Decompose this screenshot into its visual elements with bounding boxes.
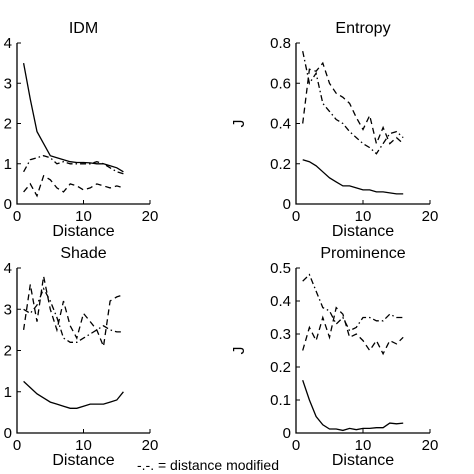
xtick-label: 10 bbox=[355, 437, 372, 454]
ytick-label: 1 bbox=[4, 384, 12, 401]
xtick-label: 0 bbox=[292, 437, 300, 454]
series-solid-entropy bbox=[302, 159, 404, 195]
xlabel-idm: Distance bbox=[52, 223, 114, 240]
ytick-label: 0.6 bbox=[270, 75, 291, 92]
series-dashed-entropy bbox=[302, 61, 404, 146]
ytick-label: 0 bbox=[4, 196, 12, 213]
xtick-label: 20 bbox=[422, 437, 439, 454]
xtick-label: 20 bbox=[422, 208, 439, 225]
ytick-label: 4 bbox=[4, 260, 12, 277]
panel-idm: IDM Distance 0 10 20 0 1 2 3 4 bbox=[4, 20, 159, 240]
ytick-label: 0 bbox=[4, 425, 12, 442]
ytick-label: 0.4 bbox=[270, 293, 291, 310]
ylabel-prominence: J bbox=[231, 347, 248, 355]
ytick-label: 0.1 bbox=[270, 392, 291, 409]
series-dashed-idm bbox=[23, 174, 124, 198]
ytick-label: 0.2 bbox=[270, 359, 291, 376]
series-dashdot-shade bbox=[23, 287, 124, 343]
ytick-label: 4 bbox=[4, 35, 12, 52]
xtick-label: 0 bbox=[13, 208, 21, 225]
ytick-label: 3 bbox=[4, 75, 12, 92]
title-idm: IDM bbox=[69, 20, 98, 37]
series-dashdot-prominence bbox=[302, 273, 404, 332]
axes-shade bbox=[16, 268, 150, 434]
ytick-label: 2 bbox=[4, 116, 12, 133]
xtick-label: 0 bbox=[13, 437, 21, 454]
panel-shade: Shade Distance 0 10 20 0 1 2 3 4 bbox=[4, 245, 159, 469]
ytick-label: 2 bbox=[4, 343, 12, 360]
footer-note: -.-. = distance modified bbox=[137, 457, 279, 473]
panel-prominence: Prominence Distance J 0 10 20 0 0.1 0.2 0.3 0.4 0.5 bbox=[231, 245, 438, 469]
title-entropy: Entropy bbox=[335, 20, 390, 37]
ytick-label: 0 bbox=[283, 425, 291, 442]
axes-idm bbox=[16, 43, 150, 205]
series-dashed-shade bbox=[22, 276, 124, 349]
ytick-label: 0.4 bbox=[270, 116, 291, 133]
series-solid-prominence bbox=[302, 379, 404, 432]
xtick-label: 20 bbox=[142, 437, 159, 454]
ytick-label: 0.5 bbox=[270, 260, 291, 277]
series-solid-idm bbox=[22, 62, 124, 173]
xtick-label: 0 bbox=[292, 208, 300, 225]
ytick-label: 3 bbox=[4, 301, 12, 318]
ytick-label: 0 bbox=[283, 196, 291, 213]
panel-entropy: Entropy Distance J 0 10 20 0 0.2 0.4 0.6 0.8 bbox=[231, 20, 438, 240]
xtick-label: 10 bbox=[355, 208, 372, 225]
xlabel-entropy: Distance bbox=[332, 223, 394, 240]
ytick-label: 0.2 bbox=[270, 156, 291, 173]
ytick-label: 0.3 bbox=[270, 326, 291, 343]
xtick-label: 10 bbox=[75, 208, 92, 225]
xtick-label: 20 bbox=[142, 208, 159, 225]
series-dashdot-idm bbox=[23, 155, 124, 175]
axes-entropy bbox=[295, 43, 430, 205]
ylabel-entropy: J bbox=[231, 120, 248, 128]
title-shade: Shade bbox=[60, 245, 106, 262]
ytick-label: 1 bbox=[4, 156, 12, 173]
xlabel-shade: Distance bbox=[52, 452, 114, 469]
series-dashed-prominence bbox=[302, 306, 404, 356]
xtick-label: 10 bbox=[75, 437, 92, 454]
series-solid-shade bbox=[23, 380, 124, 409]
xlabel-prominence: Distance bbox=[332, 452, 394, 469]
ytick-label: 0.8 bbox=[270, 35, 291, 52]
title-prominence: Prominence bbox=[320, 245, 405, 262]
